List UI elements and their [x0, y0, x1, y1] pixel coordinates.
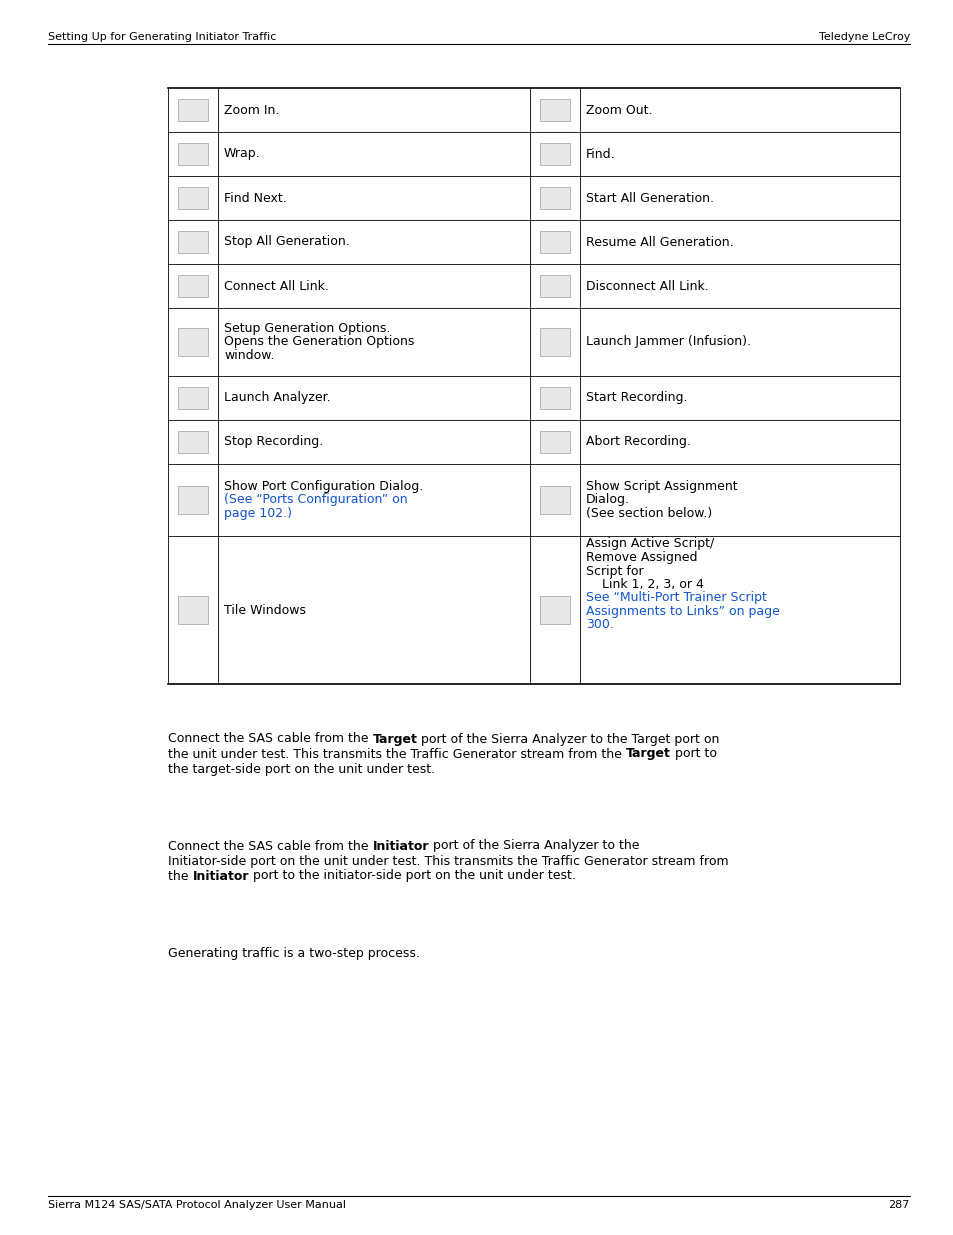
Text: Abort Recording.: Abort Recording.: [585, 436, 690, 448]
Text: Dialog.: Dialog.: [585, 494, 629, 506]
Text: Start All Generation.: Start All Generation.: [585, 191, 713, 205]
Text: Connect All Link.: Connect All Link.: [224, 279, 329, 293]
Text: Initiator-side port on the unit under test. This transmits the Traffic Generator: Initiator-side port on the unit under te…: [168, 855, 728, 867]
Bar: [539, 99, 569, 121]
Bar: [539, 231, 569, 253]
Text: Launch Jammer (Infusion).: Launch Jammer (Infusion).: [585, 336, 750, 348]
Text: port of the Sierra Analyzer to the Target port on: port of the Sierra Analyzer to the Targe…: [416, 732, 719, 746]
Text: (See section below.): (See section below.): [585, 508, 712, 520]
Text: port to the initiator-side port on the unit under test.: port to the initiator-side port on the u…: [249, 869, 576, 883]
Text: Target: Target: [625, 747, 670, 761]
Text: Opens the Generation Options: Opens the Generation Options: [224, 336, 414, 348]
Bar: [539, 387, 569, 409]
Text: Find Next.: Find Next.: [224, 191, 287, 205]
Text: Disconnect All Link.: Disconnect All Link.: [585, 279, 708, 293]
Bar: [539, 186, 569, 209]
Text: page 102.): page 102.): [224, 508, 292, 520]
Text: Connect the SAS cable from the: Connect the SAS cable from the: [168, 840, 372, 852]
Text: Start Recording.: Start Recording.: [585, 391, 687, 405]
Text: Setup Generation Options.: Setup Generation Options.: [224, 322, 390, 335]
Text: Connect the SAS cable from the: Connect the SAS cable from the: [168, 732, 372, 746]
Text: Remove Assigned: Remove Assigned: [585, 551, 697, 564]
Text: Initiator: Initiator: [193, 869, 249, 883]
Text: Tile Windows: Tile Windows: [224, 604, 306, 616]
Text: Zoom In.: Zoom In.: [224, 104, 279, 116]
Text: Generating traffic is a two-step process.: Generating traffic is a two-step process…: [168, 946, 419, 960]
Bar: [539, 143, 569, 165]
Text: Find.: Find.: [585, 147, 615, 161]
Text: Target: Target: [372, 732, 416, 746]
Bar: [539, 487, 569, 514]
Bar: [178, 329, 208, 356]
Text: Resume All Generation.: Resume All Generation.: [585, 236, 733, 248]
Text: Wrap.: Wrap.: [224, 147, 260, 161]
Bar: [178, 186, 208, 209]
Text: window.: window.: [224, 350, 274, 362]
Text: the unit under test. This transmits the Traffic Generator stream from the: the unit under test. This transmits the …: [168, 747, 625, 761]
Text: Assign Active Script/: Assign Active Script/: [585, 537, 714, 551]
Bar: [539, 597, 569, 624]
Bar: [178, 387, 208, 409]
Text: 287: 287: [887, 1200, 909, 1210]
Text: Teledyne LeCroy: Teledyne LeCroy: [818, 32, 909, 42]
Text: port to: port to: [670, 747, 716, 761]
Bar: [539, 431, 569, 453]
Bar: [178, 275, 208, 296]
Bar: [178, 431, 208, 453]
Bar: [178, 487, 208, 514]
Text: Show Script Assignment: Show Script Assignment: [585, 480, 737, 493]
Text: See “Multi-Port Trainer Script: See “Multi-Port Trainer Script: [585, 592, 766, 604]
Text: Setting Up for Generating Initiator Traffic: Setting Up for Generating Initiator Traf…: [48, 32, 276, 42]
Bar: [178, 231, 208, 253]
Text: Show Port Configuration Dialog.: Show Port Configuration Dialog.: [224, 480, 423, 493]
Text: Stop Recording.: Stop Recording.: [224, 436, 323, 448]
Bar: [539, 275, 569, 296]
Text: Sierra M124 SAS/SATA Protocol Analyzer User Manual: Sierra M124 SAS/SATA Protocol Analyzer U…: [48, 1200, 346, 1210]
Text: Launch Analyzer.: Launch Analyzer.: [224, 391, 331, 405]
Text: port of the Sierra Analyzer to the: port of the Sierra Analyzer to the: [429, 840, 639, 852]
Bar: [178, 143, 208, 165]
Text: Initiator: Initiator: [372, 840, 429, 852]
Text: Script for: Script for: [585, 564, 643, 578]
Text: the target-side port on the unit under test.: the target-side port on the unit under t…: [168, 762, 435, 776]
Text: Assignments to Links” on page: Assignments to Links” on page: [585, 605, 779, 618]
Bar: [539, 329, 569, 356]
Bar: [178, 99, 208, 121]
Text: Stop All Generation.: Stop All Generation.: [224, 236, 350, 248]
Text: the: the: [168, 869, 193, 883]
Text: 300.: 300.: [585, 619, 613, 631]
Text: Zoom Out.: Zoom Out.: [585, 104, 652, 116]
Text: Link 1, 2, 3, or 4: Link 1, 2, 3, or 4: [585, 578, 703, 592]
Text: (See “Ports Configuration” on: (See “Ports Configuration” on: [224, 494, 407, 506]
Bar: [178, 597, 208, 624]
